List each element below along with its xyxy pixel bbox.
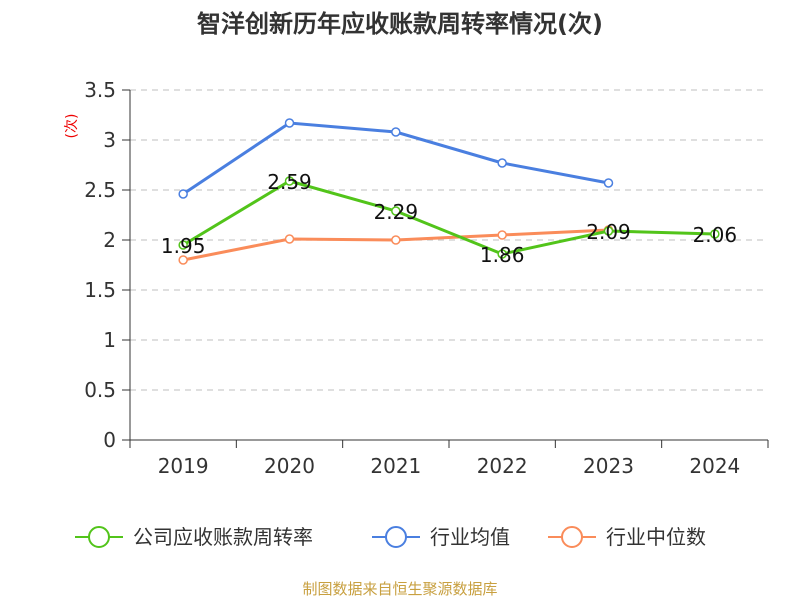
- legend-label: 行业均值: [430, 525, 510, 549]
- data-point: [497, 158, 507, 168]
- legend-label: 行业中位数: [606, 525, 706, 549]
- data-point: [284, 234, 295, 244]
- legend-label: 公司应收账款周转率: [133, 525, 313, 549]
- data-point: [497, 230, 507, 240]
- y-tick-label: 3: [103, 128, 116, 152]
- data-point: [391, 206, 401, 216]
- x-tick-label: 2022: [477, 454, 528, 478]
- data-label: 1.95: [161, 234, 206, 258]
- x-tick-label: 2020: [264, 454, 315, 478]
- y-tick-label: 2: [103, 228, 116, 252]
- data-label: 2.59: [267, 170, 312, 194]
- data-label: 2.29: [374, 200, 419, 224]
- x-tick-label: 2019: [158, 454, 209, 478]
- chart-title: 智洋创新历年应收账款周转率情况(次): [197, 10, 603, 38]
- data-label: 1.86: [480, 243, 525, 267]
- data-point: [284, 118, 295, 128]
- x-tick-label: 2021: [370, 454, 421, 478]
- y-tick-label: 0: [103, 428, 116, 452]
- series-line-0: [182, 179, 715, 256]
- x-tick-label: 2023: [583, 454, 634, 478]
- y-tick-label: 0.5: [84, 378, 116, 402]
- data-label: 2.09: [586, 220, 631, 244]
- legend-marker: [88, 526, 110, 548]
- data-point: [178, 189, 188, 199]
- legend-marker: [385, 526, 407, 548]
- data-point: [603, 178, 614, 188]
- y-tick-label: 2.5: [84, 178, 116, 202]
- y-tick-label: 1: [103, 328, 116, 352]
- data-point: [497, 249, 507, 259]
- data-point: [710, 229, 720, 239]
- data-point: [391, 127, 401, 137]
- legend-marker: [561, 526, 583, 548]
- source-note: 制图数据来自恒生聚源数据库: [302, 580, 497, 598]
- data-point: [603, 226, 614, 236]
- y-axis-label: (次): [64, 114, 80, 139]
- data-point: [178, 255, 188, 265]
- y-tick-label: 1.5: [84, 278, 116, 302]
- y-tick-label: 3.5: [84, 78, 116, 102]
- data-point: [284, 176, 295, 186]
- data-label: 2.06: [693, 223, 738, 247]
- x-tick-label: 2024: [689, 454, 740, 478]
- data-point: [391, 235, 401, 245]
- data-point: [178, 240, 188, 250]
